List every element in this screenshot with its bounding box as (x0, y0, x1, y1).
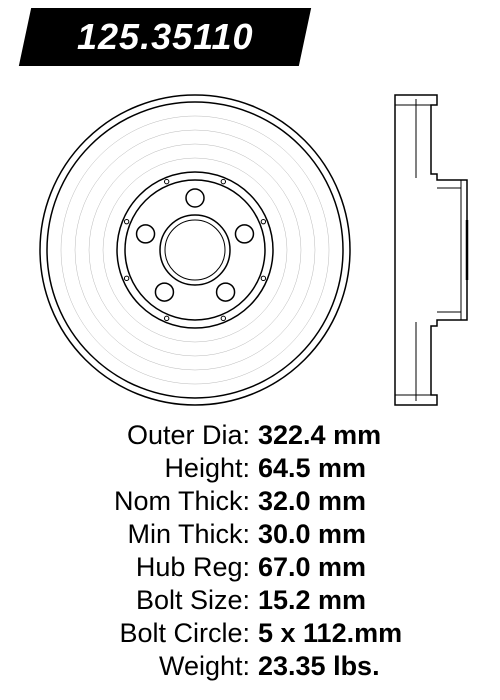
spec-value: 67.0 mm (258, 552, 366, 583)
spec-label: Outer Dia: (40, 420, 258, 451)
rotor-diagram (0, 70, 500, 410)
spec-row: Hub Reg:67.0 mm (40, 552, 460, 583)
spec-row: Bolt Size:15.2 mm (40, 585, 460, 616)
spec-row: Bolt Circle:5 x 112.mm (40, 618, 460, 649)
spec-row: Nom Thick:32.0 mm (40, 486, 460, 517)
specs-table: Outer Dia:322.4 mmHeight:64.5 mmNom Thic… (40, 420, 460, 684)
spec-value: 32.0 mm (258, 486, 366, 517)
spec-row: Weight:23.35 lbs. (40, 651, 460, 682)
spec-value: 322.4 mm (258, 420, 381, 451)
spec-label: Bolt Size: (40, 585, 258, 616)
spec-value: 30.0 mm (258, 519, 366, 550)
spec-label: Nom Thick: (40, 486, 258, 517)
spec-label: Bolt Circle: (40, 618, 258, 649)
spec-value: 64.5 mm (258, 453, 366, 484)
part-number: 125.35110 (77, 16, 254, 58)
spec-label: Min Thick: (40, 519, 258, 550)
spec-label: Height: (40, 453, 258, 484)
part-number-banner: 125.35110 (19, 8, 311, 66)
spec-label: Hub Reg: (40, 552, 258, 583)
spec-row: Height:64.5 mm (40, 453, 460, 484)
spec-value: 15.2 mm (258, 585, 366, 616)
spec-value: 23.35 lbs. (258, 651, 380, 682)
spec-row: Min Thick:30.0 mm (40, 519, 460, 550)
spec-row: Outer Dia:322.4 mm (40, 420, 460, 451)
spec-label: Weight: (40, 651, 258, 682)
spec-value: 5 x 112.mm (258, 618, 402, 649)
